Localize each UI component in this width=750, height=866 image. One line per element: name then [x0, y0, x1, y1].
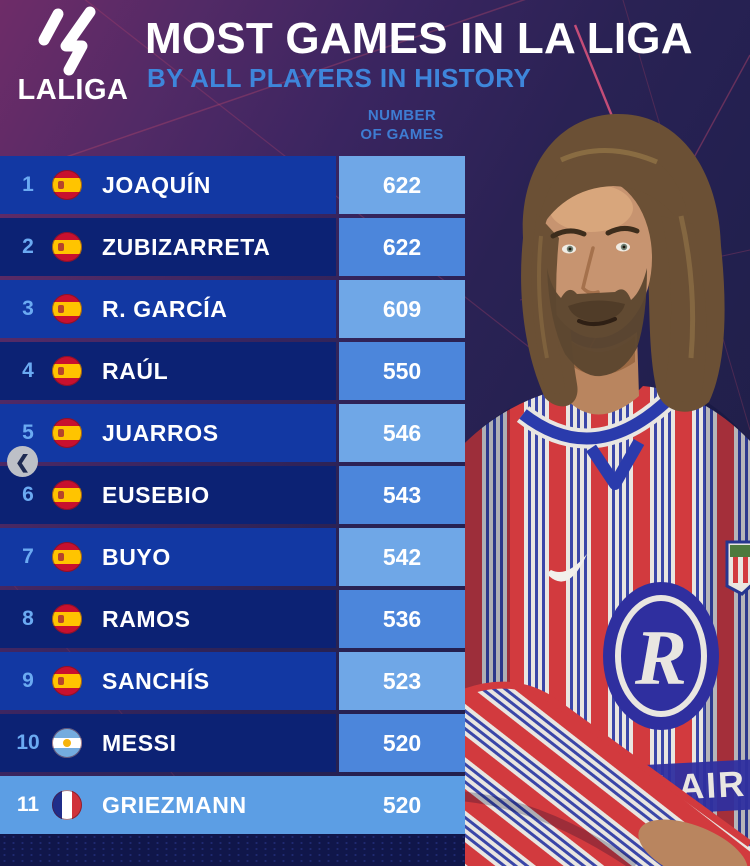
- player-name: EUSEBIO: [102, 481, 210, 508]
- games-count: 609: [382, 295, 422, 322]
- row-player-section: 7 BUYO: [0, 528, 336, 586]
- page-title: MOST GAMES IN LA LIGA: [145, 14, 693, 63]
- rank-label: 2: [22, 235, 34, 258]
- row-games-cell: 622: [339, 218, 465, 276]
- row-player-section: 9 SANCHÍS: [0, 652, 336, 710]
- player-name: RAMOS: [102, 605, 191, 632]
- flag-spain-icon: [52, 418, 82, 448]
- table-row: 1 JOAQUÍN 622: [0, 156, 465, 214]
- player-name: ZUBIZARRETA: [102, 233, 271, 260]
- table-row: 9 SANCHÍS 523: [0, 652, 465, 710]
- games-count: 542: [382, 543, 422, 570]
- games-count: 520: [382, 729, 422, 756]
- flag-spain-icon: [52, 542, 82, 572]
- table-row: 6 EUSEBIO 543: [0, 466, 465, 524]
- flag-spain-icon: [52, 356, 82, 386]
- row-games-cell: 543: [339, 466, 465, 524]
- rank-label: 7: [22, 545, 34, 568]
- row-player-section: 3 R. GARCÍA: [0, 280, 336, 338]
- player-name: R. GARCÍA: [102, 295, 228, 322]
- chevron-left-icon: ❮: [14, 451, 31, 472]
- games-count: 550: [382, 357, 422, 384]
- row-player-section: 4 RAÚL: [0, 342, 336, 400]
- rank-label: 3: [22, 297, 34, 320]
- rank-label: 9: [22, 669, 34, 692]
- previous-slide-button[interactable]: ❮: [7, 446, 38, 477]
- games-count: 622: [382, 171, 422, 198]
- games-count: 543: [382, 481, 422, 508]
- player-name: MESSI: [102, 729, 177, 756]
- row-games-cell: 520: [339, 776, 465, 834]
- table-row: 10 MESSI 520: [0, 714, 465, 772]
- player-name: JUARROS: [102, 419, 219, 446]
- table-row: 5 JUARROS 546: [0, 404, 465, 462]
- row-player-section: 1 JOAQUÍN: [0, 156, 336, 214]
- games-column-header: NUMBER OF GAMES: [360, 107, 444, 143]
- table-row: 7 BUYO 542: [0, 528, 465, 586]
- row-games-cell: 622: [339, 156, 465, 214]
- games-count: 520: [382, 791, 422, 818]
- rank-label: 10: [16, 731, 40, 754]
- player-name: GRIEZMANN: [102, 791, 247, 818]
- flag-spain-icon: [52, 480, 82, 510]
- row-player-section: 5 JUARROS: [0, 404, 336, 462]
- row-games-cell: 536: [339, 590, 465, 648]
- rank-label: 6: [22, 483, 34, 506]
- rank-label: 8: [22, 607, 34, 630]
- laliga-logo-icon: [38, 6, 96, 76]
- games-count: 622: [382, 233, 422, 260]
- row-player-section: 6 EUSEBIO: [0, 466, 336, 524]
- row-player-section: 11 GRIEZMANN: [0, 776, 339, 834]
- flag-argentina-icon: [52, 728, 82, 758]
- flag-france-icon: [52, 790, 82, 820]
- player-name: SANCHÍS: [102, 667, 210, 694]
- flag-spain-icon: [52, 666, 82, 696]
- row-games-cell: 550: [339, 342, 465, 400]
- rank-label: 1: [22, 173, 34, 196]
- sponsor-monogram: R: [634, 614, 687, 701]
- laliga-wordmark: LALIGA: [17, 74, 129, 106]
- table-row: 11 GRIEZMANN 520: [0, 776, 465, 834]
- page-subtitle: BY ALL PLAYERS IN HISTORY: [147, 63, 532, 93]
- row-player-section: 10 MESSI: [0, 714, 336, 772]
- player-name: BUYO: [102, 543, 171, 570]
- flag-spain-icon: [52, 294, 82, 324]
- flag-spain-icon: [52, 232, 82, 262]
- table-row: 3 R. GARCÍA 609: [0, 280, 465, 338]
- games-count: 536: [382, 605, 422, 632]
- rank-label: 5: [22, 421, 34, 444]
- games-count: 523: [382, 667, 422, 694]
- row-games-cell: 609: [339, 280, 465, 338]
- table-row: 2 ZUBIZARRETA 622: [0, 218, 465, 276]
- flag-spain-icon: [52, 170, 82, 200]
- rank-label: 4: [22, 359, 34, 382]
- row-player-section: 2 ZUBIZARRETA: [0, 218, 336, 276]
- player-name: RAÚL: [102, 357, 169, 384]
- row-games-cell: 546: [339, 404, 465, 462]
- rank-label: 11: [16, 793, 40, 816]
- player-name: JOAQUÍN: [102, 171, 211, 198]
- row-games-cell: 520: [339, 714, 465, 772]
- player-photo-griezmann: R ADH AIR: [465, 113, 750, 866]
- flag-spain-icon: [52, 604, 82, 634]
- table-row: 8 RAMOS 536: [0, 590, 465, 648]
- row-player-section: 8 RAMOS: [0, 590, 336, 648]
- table-row: 4 RAÚL 550: [0, 342, 465, 400]
- games-count: 546: [382, 419, 422, 446]
- row-games-cell: 542: [339, 528, 465, 586]
- ranking-table: 1 JOAQUÍN 622 2 ZUBIZARRETA 622 3 R. GAR…: [0, 156, 465, 838]
- row-games-cell: 523: [339, 652, 465, 710]
